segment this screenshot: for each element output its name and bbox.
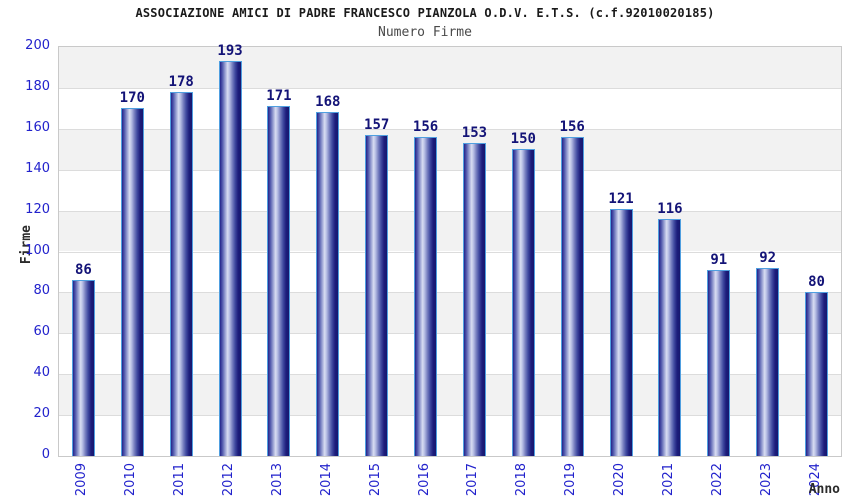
plot-band [59, 415, 841, 456]
bar-2018 [511, 149, 535, 456]
bar-2021 [658, 219, 682, 456]
bar-2017 [462, 143, 486, 456]
x-axis-title: Anno [808, 482, 840, 497]
y-tick-label: 120 [25, 201, 50, 217]
bar-value-label: 170 [119, 90, 145, 106]
bar-value-label: 156 [559, 119, 585, 135]
chart-title: ASSOCIAZIONE AMICI DI PADRE FRANCESCO PI… [135, 6, 715, 20]
bar-2022 [707, 270, 731, 456]
x-tick-label: 2012 [221, 463, 237, 497]
y-tick-label: 0 [41, 447, 50, 462]
y-tick-label: 40 [33, 365, 50, 381]
y-tick-label: 20 [33, 406, 50, 422]
chart-subtitle: Numero Firme [378, 25, 472, 40]
bar-value-label: 193 [217, 43, 243, 59]
bar-value-label: 92 [759, 250, 777, 266]
x-tick-label: 2021 [660, 463, 676, 497]
bar-value-label: 153 [461, 125, 488, 141]
y-tick-label: 200 [25, 38, 50, 53]
y-tick-label: 140 [25, 160, 50, 176]
bar-2015 [365, 135, 389, 456]
plot-band [59, 87, 841, 129]
bar-value-label: 168 [315, 94, 341, 110]
y-tick-label: 180 [25, 78, 50, 94]
x-tick-label: 2019 [563, 463, 579, 497]
x-tick-label: 2023 [758, 463, 774, 497]
bar-2020 [609, 209, 633, 456]
x-tick-label: 2010 [123, 463, 139, 497]
bar-value-label: 178 [168, 74, 194, 90]
bar-2023 [756, 268, 780, 456]
x-tick-label: 2015 [367, 463, 383, 497]
x-tick-label: 2022 [709, 463, 725, 497]
bar-2013 [267, 106, 291, 456]
bar-2011 [169, 92, 193, 456]
plot-band [59, 333, 841, 374]
bar-value-label: 150 [510, 131, 536, 147]
bar-value-label: 116 [657, 201, 683, 217]
bar-value-label: 121 [608, 191, 634, 207]
bar-2019 [560, 137, 584, 456]
bar-2014 [316, 112, 340, 456]
bar-2009 [71, 280, 95, 456]
plot-band [59, 251, 841, 293]
y-tick-label: 100 [25, 242, 50, 258]
y-tick-label: 160 [25, 119, 50, 135]
bar-2024 [805, 292, 829, 456]
bar-value-label: 91 [710, 252, 728, 268]
bar-value-label: 86 [75, 262, 92, 278]
bar-2016 [414, 137, 438, 456]
x-tick-label: 2009 [74, 463, 90, 497]
y-tick-label: 60 [33, 324, 50, 340]
x-tick-label: 2020 [612, 463, 628, 497]
x-tick-label: 2013 [269, 463, 285, 497]
bar-2010 [120, 108, 144, 456]
x-tick-label: 2011 [172, 463, 188, 497]
plot-band [59, 169, 841, 211]
x-tick-label: 2014 [318, 463, 334, 497]
x-tick-label: 2018 [514, 463, 530, 497]
y-tick-label: 80 [33, 283, 50, 299]
x-tick-label: 2017 [465, 463, 481, 497]
bar-value-label: 156 [412, 119, 439, 135]
bar-2012 [218, 61, 242, 456]
bar-value-label: 80 [808, 274, 825, 290]
bar-value-label: 171 [266, 88, 292, 104]
x-tick-label: 2016 [416, 463, 432, 497]
plot-band [59, 47, 841, 88]
plot-area: 86 170 178 193 171 168 157 156 153 150 156 121 116 91… [58, 43, 842, 457]
bar-value-label: 157 [364, 117, 390, 133]
